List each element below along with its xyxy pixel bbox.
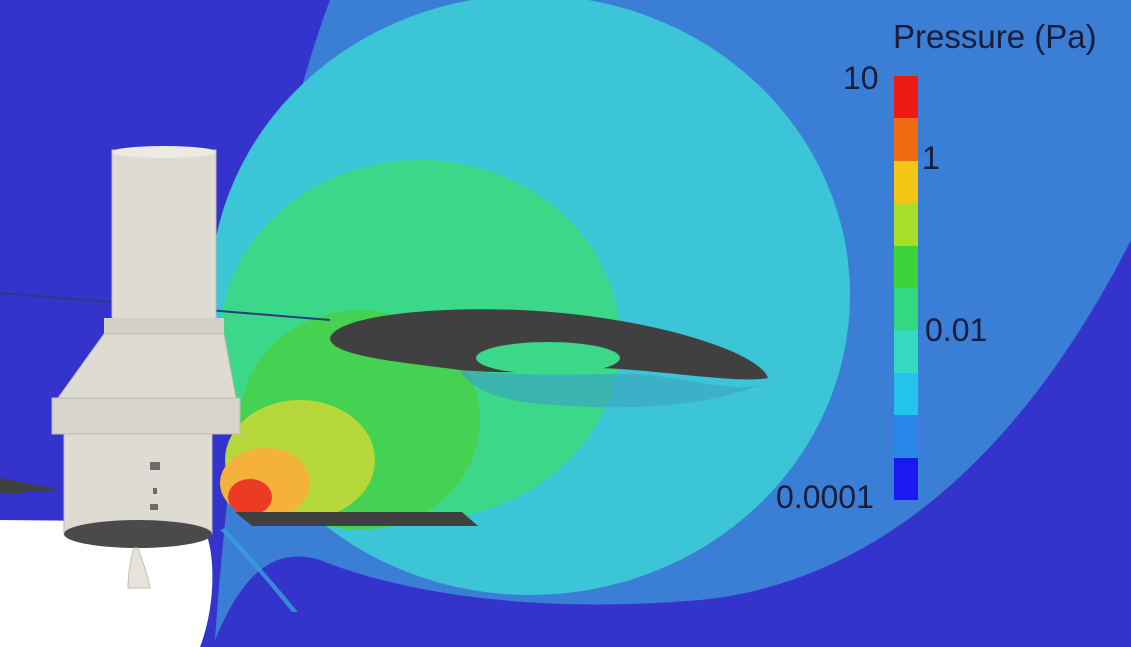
colorbar-segment (894, 330, 918, 373)
colorbar-segment (894, 76, 918, 119)
diagonal-streak (220, 528, 298, 612)
colorbar-segment (894, 160, 918, 204)
colorbar-segment (894, 288, 918, 331)
spacecraft-marking-1 (150, 462, 160, 470)
colorbar-segment (894, 203, 918, 246)
flat-plate (235, 512, 478, 526)
spacecraft-ring (51, 397, 241, 435)
disk-hole (476, 342, 620, 374)
spacecraft-nozzle (127, 547, 151, 589)
colorbar-tick-label: 1 (922, 140, 940, 176)
disk-lower-shade (460, 370, 762, 408)
colorbar-tick-label: 10 (843, 60, 879, 96)
spacecraft-upper-cap (112, 146, 216, 158)
spacecraft-neck (104, 318, 224, 336)
spacecraft-marking-3 (150, 504, 158, 510)
spacecraft-marking-2 (153, 488, 157, 494)
colorbar-segment (894, 245, 918, 289)
colorbar-tick-label: 0.0001 (776, 479, 874, 515)
colorbar-title: Pressure (Pa) (893, 18, 1097, 55)
spacecraft-base (64, 520, 212, 548)
colorbar-segment (894, 457, 918, 501)
spacecraft-lower-body (63, 433, 213, 535)
floor-region (0, 520, 213, 647)
colorbar-segment (894, 118, 918, 161)
pressure-contour-red (228, 479, 272, 515)
colorbar-segment (894, 372, 918, 416)
colorbar-tick-label: 0.01 (925, 312, 988, 348)
side-vane (0, 478, 60, 494)
spacecraft-upper-cylinder (111, 149, 217, 323)
colorbar (894, 76, 918, 501)
colorbar-segment (894, 415, 918, 458)
